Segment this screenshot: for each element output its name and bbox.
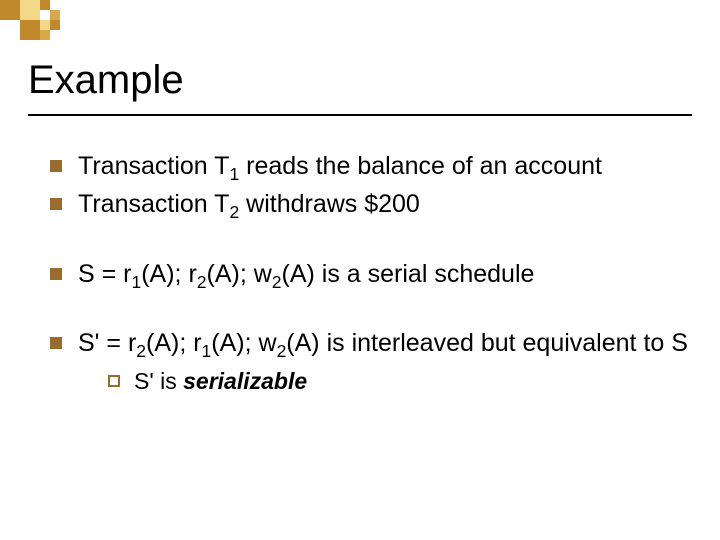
corner-decoration <box>0 0 90 40</box>
sub-bullet: S' is serializable <box>108 367 688 397</box>
bullet-icon <box>50 198 62 210</box>
bullet-icon <box>50 268 62 280</box>
bullet-1: Transaction T1 reads the balance of an a… <box>50 150 690 184</box>
bullet-text: Transaction T1 reads the balance of an a… <box>78 150 602 184</box>
sub-bullet-text: S' is serializable <box>134 367 307 397</box>
bullet-icon <box>50 160 62 172</box>
bullet-2: Transaction T2 withdraws $200 <box>50 188 690 222</box>
title-underline <box>28 114 692 116</box>
bullet-3: S = r1(A); r2(A); w2(A) is a serial sche… <box>50 258 690 292</box>
bullet-text: Transaction T2 withdraws $200 <box>78 188 420 222</box>
bullet-4: S' = r2(A); r1(A); w2(A) is interleaved … <box>50 327 690 397</box>
sub-bullet-icon <box>108 375 120 387</box>
bullet-text: S' = r2(A); r1(A); w2(A) is interleaved … <box>78 327 688 397</box>
slide-content: Transaction T1 reads the balance of an a… <box>50 150 690 401</box>
bullet-icon <box>50 337 62 349</box>
slide-title: Example <box>28 58 184 103</box>
bullet-text: S = r1(A); r2(A); w2(A) is a serial sche… <box>78 258 534 292</box>
